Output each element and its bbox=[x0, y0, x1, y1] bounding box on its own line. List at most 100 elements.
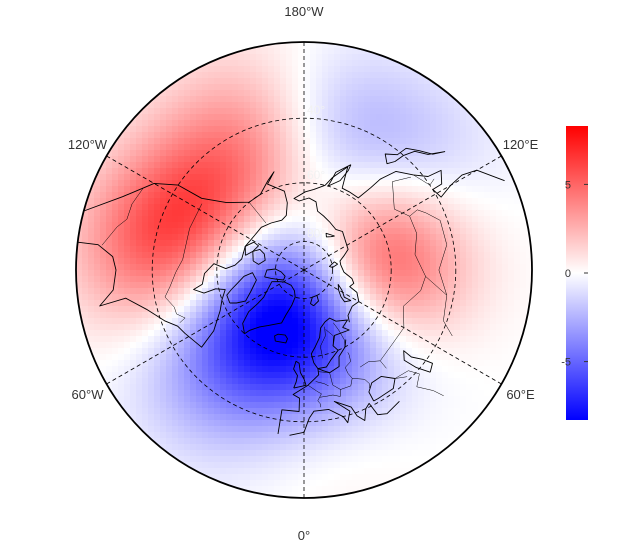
field-cell bbox=[106, 378, 113, 385]
field-cell bbox=[412, 444, 419, 451]
field-cell bbox=[298, 402, 305, 409]
field-cell bbox=[214, 126, 221, 133]
field-cell bbox=[418, 342, 425, 349]
field-cell bbox=[346, 204, 353, 211]
field-cell bbox=[172, 276, 179, 283]
field-cell bbox=[502, 294, 509, 301]
field-cell bbox=[154, 270, 161, 277]
field-cell bbox=[124, 264, 131, 271]
field-cell bbox=[370, 432, 377, 439]
field-cell bbox=[466, 348, 473, 355]
field-cell bbox=[262, 276, 269, 283]
field-cell bbox=[232, 174, 239, 181]
field-cell bbox=[472, 306, 479, 313]
field-cell bbox=[268, 264, 275, 271]
field-cell bbox=[274, 162, 281, 169]
field-cell bbox=[310, 180, 317, 187]
field-cell bbox=[274, 432, 281, 439]
field-cell bbox=[328, 456, 335, 463]
field-cell bbox=[472, 336, 479, 343]
field-cell bbox=[124, 300, 131, 307]
field-cell bbox=[166, 198, 173, 205]
field-cell bbox=[424, 108, 431, 115]
field-cell bbox=[370, 168, 377, 175]
field-cell bbox=[484, 300, 491, 307]
field-cell bbox=[430, 120, 437, 127]
field-cell bbox=[370, 450, 377, 457]
field-cell bbox=[190, 300, 197, 307]
field-cell bbox=[310, 486, 317, 493]
field-cell bbox=[322, 444, 329, 451]
field-cell bbox=[340, 228, 347, 235]
field-cell bbox=[448, 198, 455, 205]
field-cell bbox=[496, 360, 503, 367]
field-cell bbox=[136, 156, 143, 163]
field-cell bbox=[382, 144, 389, 151]
field-cell bbox=[220, 192, 227, 199]
field-cell bbox=[112, 330, 119, 337]
field-cell bbox=[220, 432, 227, 439]
field-cell bbox=[370, 72, 377, 79]
field-cell bbox=[292, 78, 299, 85]
field-cell bbox=[364, 282, 371, 289]
field-cell bbox=[286, 228, 293, 235]
field-cell bbox=[400, 246, 407, 253]
field-cell bbox=[94, 276, 101, 283]
field-cell bbox=[196, 330, 203, 337]
field-cell bbox=[466, 162, 473, 169]
field-cell bbox=[196, 216, 203, 223]
field-cell bbox=[286, 390, 293, 397]
field-cell bbox=[364, 330, 371, 337]
field-cell bbox=[130, 234, 137, 241]
field-cell bbox=[262, 360, 269, 367]
field-cell bbox=[298, 252, 305, 259]
field-cell bbox=[460, 240, 467, 247]
field-cell bbox=[322, 234, 329, 241]
field-cell bbox=[490, 282, 497, 289]
field-cell bbox=[208, 240, 215, 247]
field-cell bbox=[226, 402, 233, 409]
field-cell bbox=[166, 192, 173, 199]
field-cell bbox=[340, 360, 347, 367]
field-cell bbox=[502, 342, 509, 349]
field-cell bbox=[340, 192, 347, 199]
latitude-label: 60° bbox=[307, 168, 325, 182]
field-cell bbox=[424, 336, 431, 343]
field-cell bbox=[208, 204, 215, 211]
field-cell bbox=[418, 114, 425, 121]
field-cell bbox=[364, 384, 371, 391]
field-cell bbox=[184, 282, 191, 289]
field-cell bbox=[82, 294, 89, 301]
field-cell bbox=[490, 294, 497, 301]
field-cell bbox=[172, 420, 179, 427]
field-cell bbox=[376, 228, 383, 235]
field-cell bbox=[370, 330, 377, 337]
field-cell bbox=[478, 390, 485, 397]
field-cell bbox=[220, 360, 227, 367]
field-cell bbox=[394, 288, 401, 295]
field-cell bbox=[262, 318, 269, 325]
field-cell bbox=[298, 414, 305, 421]
field-cell bbox=[382, 228, 389, 235]
field-cell bbox=[370, 216, 377, 223]
field-cell bbox=[370, 210, 377, 217]
field-cell bbox=[196, 306, 203, 313]
field-cell bbox=[280, 96, 287, 103]
field-cell bbox=[364, 240, 371, 247]
field-cell bbox=[250, 222, 257, 229]
field-cell bbox=[142, 96, 149, 103]
field-cell bbox=[316, 198, 323, 205]
field-cell bbox=[250, 390, 257, 397]
field-cell bbox=[232, 414, 239, 421]
field-cell bbox=[148, 270, 155, 277]
field-cell bbox=[202, 138, 209, 145]
field-cell bbox=[256, 78, 263, 85]
field-cell bbox=[322, 192, 329, 199]
field-cell bbox=[298, 108, 305, 115]
field-cell bbox=[106, 150, 113, 157]
field-cell bbox=[226, 474, 233, 481]
field-cell bbox=[346, 366, 353, 373]
field-cell bbox=[184, 318, 191, 325]
field-cell bbox=[172, 366, 179, 373]
field-cell bbox=[226, 450, 233, 457]
